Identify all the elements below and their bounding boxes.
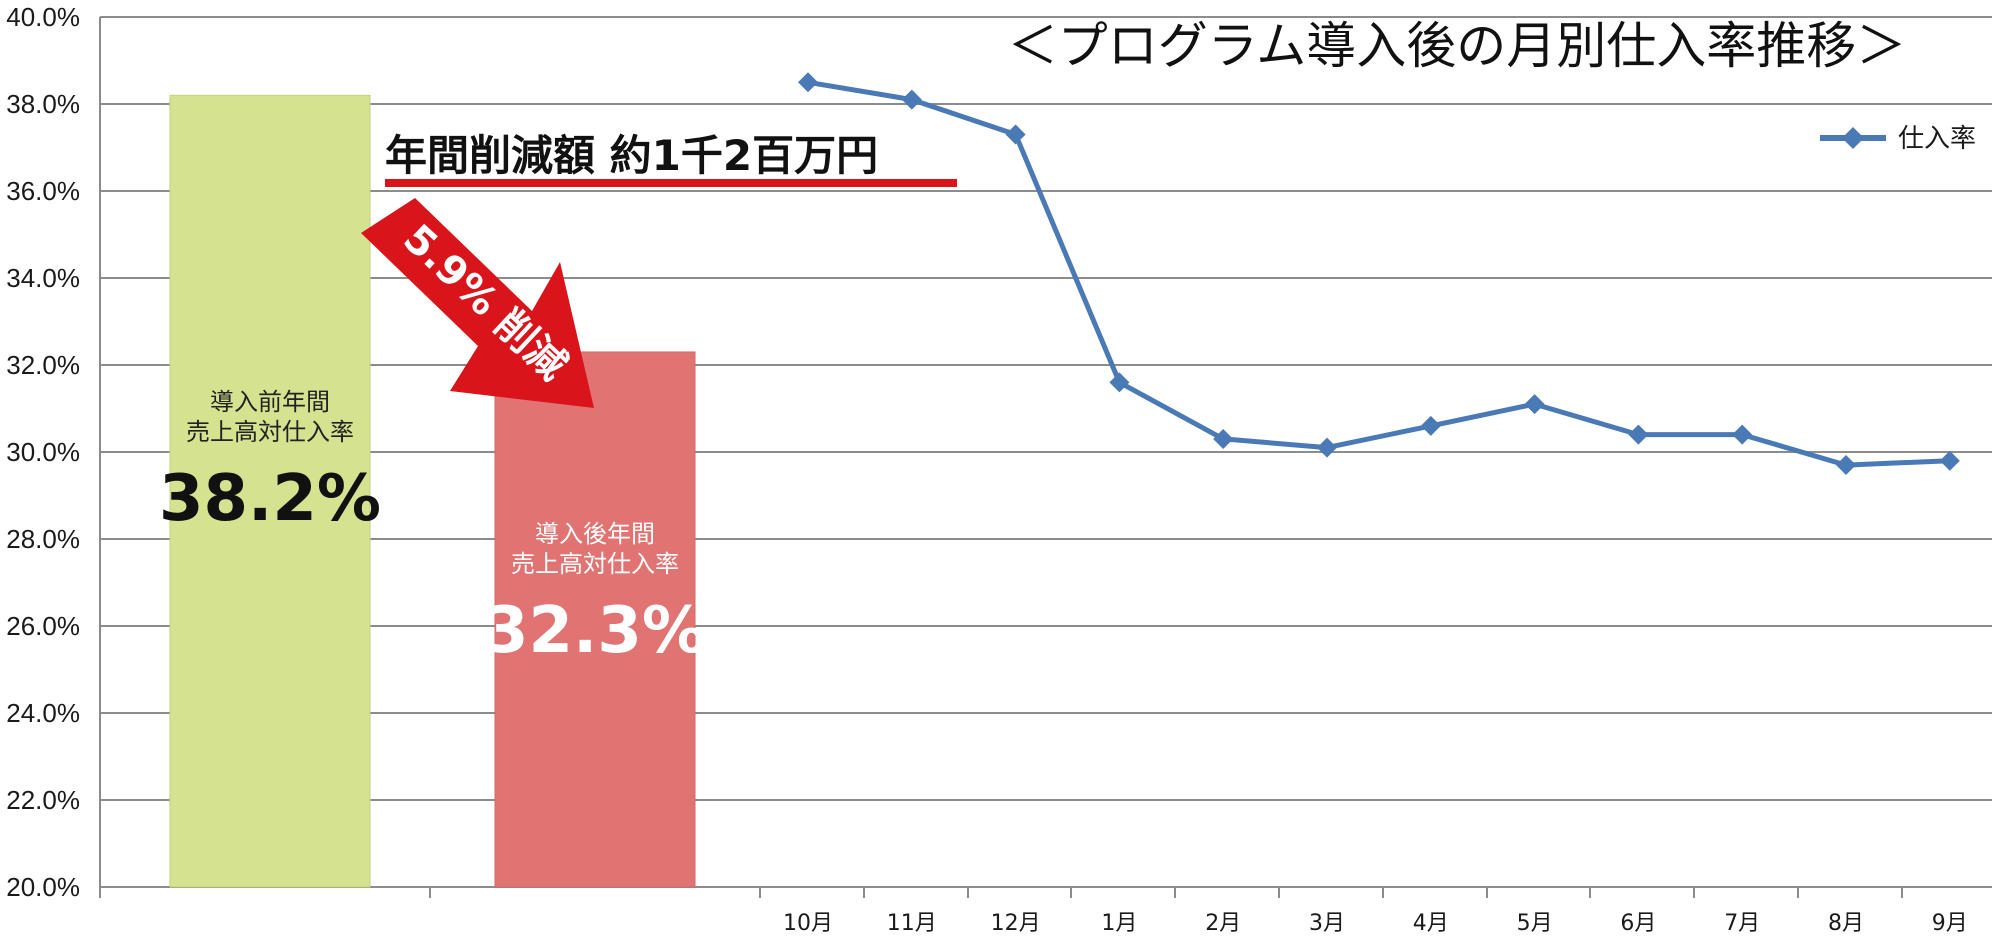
y-tick-label: 36.0% xyxy=(6,176,80,206)
legend-label: 仕入率 xyxy=(1898,124,1976,154)
bar-label-line2: 売上高対仕入率 xyxy=(186,418,354,446)
y-tick-label: 32.0% xyxy=(6,350,80,380)
line-point xyxy=(1109,372,1130,393)
y-tick-label: 34.0% xyxy=(6,263,80,293)
reduction-arrow-shape xyxy=(361,198,594,408)
y-tick-label: 26.0% xyxy=(6,611,80,641)
y-tick-label: 38.0% xyxy=(6,89,80,119)
savings-underline xyxy=(385,179,957,187)
line-point xyxy=(1836,455,1856,476)
line-point xyxy=(1420,415,1441,436)
reduction-arrow: 5.9% 削減 xyxy=(361,198,594,408)
x-tick-label: 9月 xyxy=(1932,911,1968,936)
bar-label-line2: 売上高対仕入率 xyxy=(511,550,679,578)
line-point xyxy=(901,89,922,110)
bar-value-label: 38.2% xyxy=(159,462,381,536)
bar-label-line1: 導入前年間 xyxy=(210,388,330,416)
bar xyxy=(494,351,696,888)
x-tick-label: 2月 xyxy=(1205,911,1241,936)
x-tick-label: 11月 xyxy=(887,911,937,936)
axes-layer: 40.0% 38.0% 36.0% 34.0% 32.0% 30.0% 28.0% 26.0%… xyxy=(6,2,1968,936)
line-point xyxy=(1628,424,1649,445)
line-point xyxy=(1213,428,1234,449)
line-point xyxy=(1939,450,1960,471)
line-series xyxy=(807,79,1950,468)
x-tick-label: 1月 xyxy=(1101,911,1137,936)
legend-marker xyxy=(1842,127,1864,149)
x-tick-label: 4月 xyxy=(1413,911,1449,936)
y-tick-label: 20.0% xyxy=(6,872,80,902)
y-tick-label: 22.0% xyxy=(6,785,80,815)
line-point xyxy=(798,72,818,93)
x-tick-label: 8月 xyxy=(1828,911,1864,936)
x-tick-label: 10月 xyxy=(783,911,833,936)
y-tick-label: 40.0% xyxy=(6,2,80,32)
bar-value-label: 32.3% xyxy=(484,594,706,668)
x-tick-label: 5月 xyxy=(1517,911,1553,936)
bar xyxy=(169,94,371,888)
legend: 仕入率 xyxy=(1820,124,1976,154)
bar-label-line1: 導入後年間 xyxy=(535,520,655,548)
line-point xyxy=(1005,124,1026,145)
savings-annotation: 年間削減額 約1千2百万円 xyxy=(385,131,878,180)
line-point xyxy=(1524,394,1545,415)
x-tick-label: 7月 xyxy=(1724,911,1760,936)
y-tick-label: 28.0% xyxy=(6,524,80,554)
line-point xyxy=(1317,437,1337,458)
line-layer xyxy=(798,72,1960,476)
x-tick-label: 12月 xyxy=(991,911,1041,936)
chart-title: ＜プログラム導入後の月別仕入率推移＞ xyxy=(1008,17,1907,75)
grid-layer xyxy=(100,16,1992,888)
y-tick-label: 30.0% xyxy=(6,437,80,467)
y-tick-label: 24.0% xyxy=(6,698,80,728)
line-point xyxy=(1732,424,1753,445)
x-tick-label: 3月 xyxy=(1309,911,1345,936)
x-tick-label: 6月 xyxy=(1620,911,1656,936)
